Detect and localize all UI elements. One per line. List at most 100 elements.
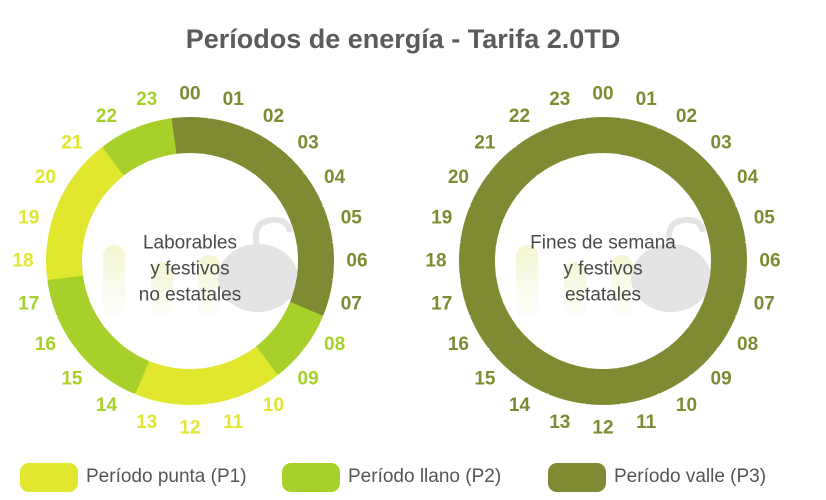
hour-segment-08 — [276, 302, 323, 349]
hour-segment-05 — [703, 206, 746, 248]
hour-segment-21 — [76, 147, 124, 195]
hour-label-01: 01 — [636, 89, 658, 110]
hour-label-14: 14 — [509, 395, 531, 416]
hour-segment-17 — [47, 274, 90, 316]
hour-segment-21 — [489, 147, 537, 195]
center-label-line: Fines de semana — [530, 233, 676, 254]
hour-label-07: 07 — [754, 294, 775, 315]
hour-label-12: 12 — [179, 418, 200, 439]
legend-swatch-p2 — [282, 463, 340, 492]
hour-segment-03 — [669, 147, 717, 195]
hour-label-08: 08 — [737, 334, 758, 355]
hour-segment-20 — [57, 173, 104, 220]
chart-title: Períodos de energía - Tarifa 2.0TD — [185, 24, 621, 54]
hour-segment-15 — [76, 327, 124, 375]
hour-segment-14 — [102, 347, 149, 394]
legend: Período punta (P1) Período llano (P2) Pe… — [20, 462, 800, 494]
period-clocks: 00 01020304050607080910111213141516171819… — [12, 84, 780, 439]
hour-segment-06 — [297, 242, 334, 280]
hour-segment-19 — [47, 206, 90, 248]
hour-label-11: 11 — [636, 412, 657, 433]
hour-label-11: 11 — [223, 412, 244, 433]
hour-segment-10 — [231, 347, 278, 394]
hour-label-21: 21 — [61, 132, 83, 153]
hour-label-23: 23 — [136, 89, 157, 110]
hour-segment-11 — [616, 361, 658, 404]
legend-swatch-p3 — [548, 463, 606, 492]
legend-label-p2: Período llano (P2) — [348, 466, 502, 487]
hour-label-23: 23 — [549, 89, 570, 110]
hour-label-16: 16 — [35, 334, 56, 355]
hour-segment-18 — [46, 242, 83, 280]
hour-segment-00 — [584, 117, 622, 154]
hour-segment-16 — [57, 302, 104, 349]
hour-segment-18 — [459, 242, 496, 280]
hour-segment-11 — [203, 361, 245, 404]
hour-label-12: 12 — [592, 418, 613, 439]
hour-label-01: 01 — [223, 89, 245, 110]
hour-segment-01 — [616, 118, 658, 161]
center-label-line: Laborables — [143, 233, 237, 254]
hour-label-19: 19 — [431, 207, 452, 228]
hour-label-09: 09 — [298, 369, 319, 390]
hour-segment-02 — [231, 128, 278, 175]
hour-segment-22 — [515, 128, 562, 175]
hour-segment-07 — [290, 274, 333, 316]
legend-label-p3: Período valle (P3) — [614, 466, 767, 487]
hour-segment-13 — [135, 361, 177, 404]
hour-segment-19 — [460, 206, 503, 248]
center-label-line: no estatales — [139, 285, 241, 306]
hour-label-05: 05 — [341, 207, 363, 228]
hour-segment-07 — [703, 274, 746, 316]
hour-label-22: 22 — [509, 106, 530, 127]
hour-segment-00 — [171, 117, 209, 154]
hour-label-20: 20 — [448, 167, 469, 188]
hour-label-15: 15 — [61, 369, 83, 390]
watermark-logo — [103, 216, 298, 317]
center-label-line: y festivos — [150, 259, 229, 280]
hour-label-17: 17 — [18, 294, 39, 315]
hour-label-17: 17 — [431, 294, 452, 315]
hour-segment-17 — [460, 274, 503, 316]
hour-label-10: 10 — [263, 395, 284, 416]
hour-label-16: 16 — [448, 334, 469, 355]
hour-label-15: 15 — [474, 369, 496, 390]
hour-segment-05 — [290, 206, 333, 248]
hour-label-20: 20 — [35, 167, 56, 188]
hour-label-05: 05 — [754, 207, 776, 228]
hour-segment-12 — [584, 368, 622, 405]
hour-segment-08 — [689, 302, 736, 349]
hour-label-04: 04 — [324, 167, 346, 188]
hour-label-06: 06 — [346, 251, 367, 272]
center-label-line: y festivos — [563, 259, 642, 280]
hour-label-03: 03 — [298, 132, 319, 153]
hour-segment-14 — [515, 347, 562, 394]
hour-label-18: 18 — [425, 251, 446, 272]
legend-swatch-p1 — [20, 463, 78, 492]
hour-label-07: 07 — [341, 294, 362, 315]
hour-segment-01 — [203, 118, 245, 161]
hour-segment-20 — [470, 173, 517, 220]
hour-segment-10 — [644, 347, 691, 394]
hour-label-00: 00 — [179, 84, 200, 105]
hour-segment-04 — [689, 173, 736, 220]
hour-segment-22 — [102, 128, 149, 175]
hour-segment-06 — [710, 242, 747, 280]
hour-segment-23 — [135, 118, 177, 161]
center-label-line: estatales — [565, 285, 641, 306]
watermark-logo — [516, 216, 711, 317]
hour-label-19: 19 — [18, 207, 39, 228]
hour-label-18: 18 — [12, 251, 33, 272]
hour-label-22: 22 — [96, 106, 117, 127]
hour-segment-16 — [470, 302, 517, 349]
hour-label-02: 02 — [263, 106, 284, 127]
hour-label-03: 03 — [711, 132, 732, 153]
hour-label-02: 02 — [676, 106, 697, 127]
hour-segment-04 — [276, 173, 323, 220]
hour-segment-23 — [548, 118, 590, 161]
hour-segment-09 — [256, 327, 304, 375]
hour-segment-03 — [256, 147, 304, 195]
hour-label-21: 21 — [474, 132, 496, 153]
